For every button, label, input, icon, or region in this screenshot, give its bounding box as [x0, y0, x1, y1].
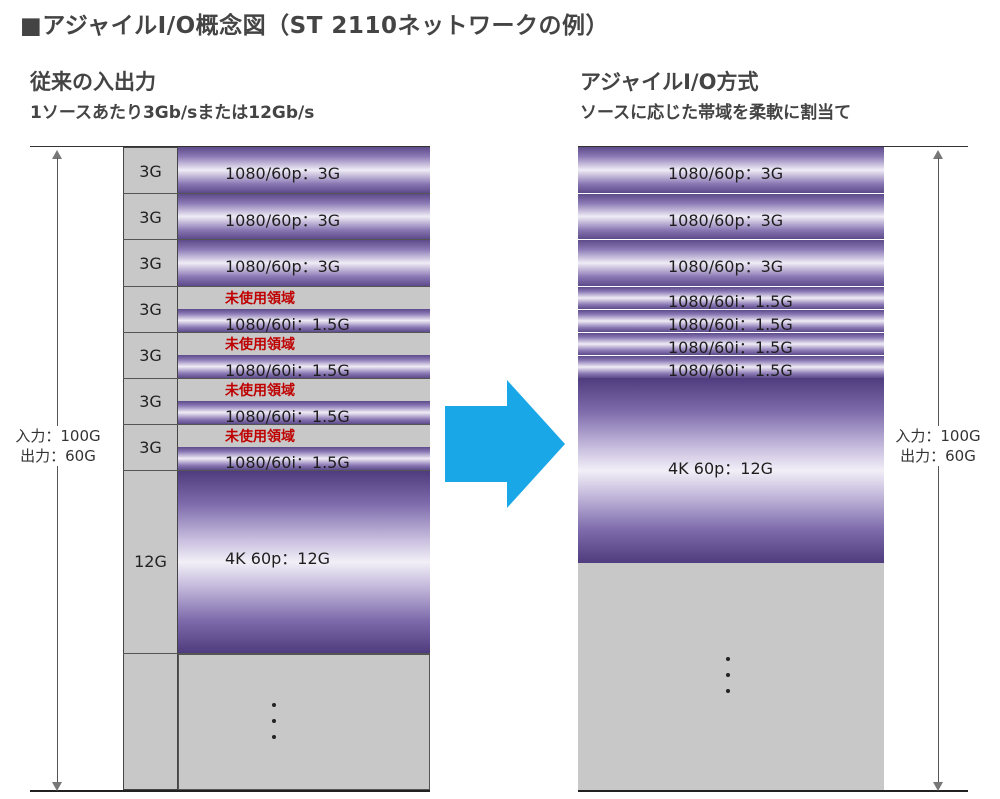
arrowhead-up-icon [52, 150, 62, 159]
slot-size-label: 3G [139, 346, 162, 365]
right-heading: アジャイルI/O方式 [580, 70, 759, 94]
right-band-label-1: 1080/60p：3G [668, 164, 784, 183]
left-band-1080i-1 [178, 309, 430, 332]
slot-divider [123, 239, 430, 240]
slot-size-label: 12G [134, 552, 167, 571]
left-band-4k [178, 471, 430, 653]
right-band-1080i-4 [578, 356, 884, 378]
left-band-label-1: 1080/60p：3G [225, 164, 341, 183]
slot-divider [123, 286, 430, 287]
ellipsis-dot [272, 719, 276, 723]
output-capacity-label: 出力：60G [900, 447, 976, 465]
unused-area [178, 425, 430, 447]
right-side-label: 入力：100G 出力：60G [890, 426, 986, 466]
dimension-line [57, 158, 58, 783]
ellipsis-dot [272, 735, 276, 739]
slot-divider [123, 332, 430, 333]
transition-arrow-icon [445, 380, 565, 508]
slot-size-label: 3G [139, 438, 162, 457]
left-band-label-7: 1080/60i：1.5G [225, 453, 350, 472]
right-band-label-3: 1080/60p：3G [668, 257, 784, 276]
right-band-1080p-3 [578, 240, 884, 286]
band-divider [578, 309, 884, 310]
band-divider [578, 355, 884, 356]
ellipsis-dot [726, 689, 730, 693]
page-title: ■アジャイルI/O概念図（ST 2110ネットワークの例） [20, 13, 609, 39]
left-band-1080i-3 [178, 401, 430, 424]
left-band-1080p-3 [178, 240, 430, 286]
right-band-label-7: 1080/60i：1.5G [668, 361, 793, 380]
dimension-line [938, 158, 939, 783]
input-capacity-label: 入力：100G [15, 427, 101, 445]
slot-divider [123, 653, 430, 654]
left-band-label-6: 1080/60i：1.5G [225, 407, 350, 426]
right-band-4k [578, 378, 884, 563]
unused-area-label: 未使用領域 [225, 291, 295, 307]
left-band-label-8: 4K 60p：12G [225, 549, 331, 568]
unused-area [178, 287, 430, 309]
ellipsis-dot [272, 703, 276, 707]
right-band-1080p-1 [578, 147, 884, 193]
right-band-label-4: 1080/60i：1.5G [668, 292, 793, 311]
output-capacity-label: 出力：60G [20, 447, 96, 465]
right-band-1080i-3 [578, 333, 884, 355]
left-band-label-4: 1080/60i：1.5G [225, 315, 350, 334]
unused-area-label: 未使用領域 [225, 429, 295, 445]
left-heading: 従来の入出力 [30, 70, 156, 94]
right-empty-area [578, 563, 884, 790]
left-band-1080p-2 [178, 194, 430, 239]
capacity-label-column [123, 147, 178, 790]
slot-size-label: 3G [139, 162, 162, 181]
right-band-label-2: 1080/60p：3G [668, 211, 784, 230]
slot-size-label: 3G [139, 254, 162, 273]
slot-size-label: 3G [139, 392, 162, 411]
arrowhead-down-icon [52, 782, 62, 791]
right-band-label-5: 1080/60i：1.5G [668, 315, 793, 334]
left-band-1080i-2 [178, 355, 430, 378]
unused-area-label: 未使用領域 [225, 337, 295, 353]
slot-divider [123, 378, 430, 379]
right-band-1080i-1 [578, 287, 884, 309]
left-empty-area [178, 654, 430, 790]
band-divider [578, 239, 884, 240]
unused-area-label: 未使用領域 [225, 383, 295, 399]
right-subheading: ソースに応じた帯域を柔軟に割当て [580, 103, 852, 123]
ellipsis-dot [726, 673, 730, 677]
right-band-1080p-2 [578, 194, 884, 239]
arrowhead-down-icon [933, 782, 943, 791]
right-band-1080i-2 [578, 310, 884, 332]
unused-area [178, 333, 430, 355]
left-band-1080p-1 [178, 147, 430, 193]
right-bottom-line [578, 790, 968, 792]
band-divider [578, 332, 884, 333]
arrow-shape [445, 380, 565, 508]
slot-divider [123, 193, 430, 194]
band-divider [578, 286, 884, 287]
left-band-label-2: 1080/60p：3G [225, 211, 341, 230]
right-band-label-8: 4K 60p：12G [668, 459, 774, 478]
left-band-1080i-4 [178, 447, 430, 470]
slot-size-label: 3G [139, 300, 162, 319]
ellipsis-dot [726, 657, 730, 661]
left-side-label: 入力：100G 出力：60G [12, 426, 104, 466]
left-subheading: 1ソースあたり3Gb/sまたは12Gb/s [30, 103, 315, 123]
left-bottom-line [30, 790, 430, 792]
slot-size-label: 3G [139, 208, 162, 227]
left-band-label-3: 1080/60p：3G [225, 257, 341, 276]
right-band-label-6: 1080/60i：1.5G [668, 338, 793, 357]
slot-divider [123, 424, 430, 425]
unused-area [178, 379, 430, 401]
arrowhead-up-icon [933, 150, 943, 159]
left-band-label-5: 1080/60i：1.5G [225, 361, 350, 380]
input-capacity-label: 入力：100G [895, 427, 981, 445]
left-top-line [30, 146, 430, 147]
right-top-line [578, 146, 968, 147]
slot-divider [123, 470, 430, 471]
band-divider [578, 193, 884, 194]
